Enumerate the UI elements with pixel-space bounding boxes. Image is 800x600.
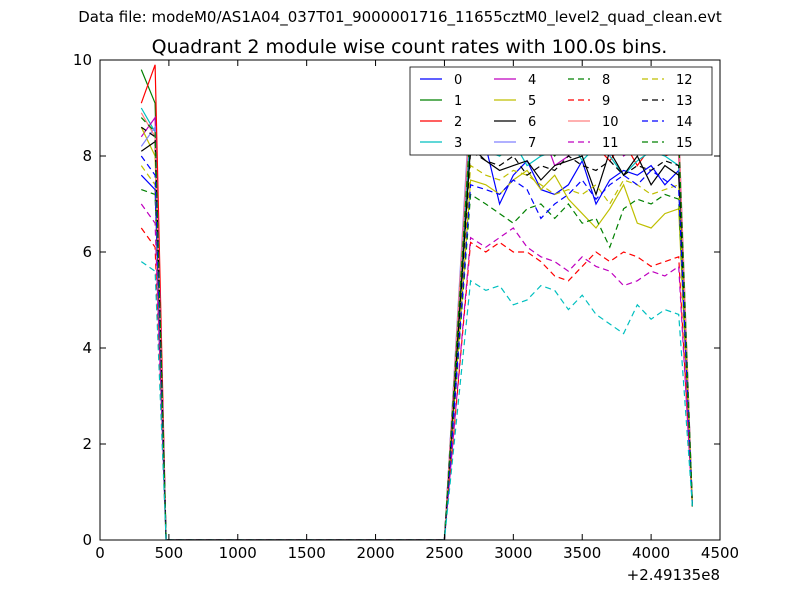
legend-label-3: 3 [454,136,462,151]
legend-label-7: 7 [528,136,536,151]
y-tick-label: 0 [82,531,92,549]
x-tick-label: 3500 [563,544,601,562]
y-tick-label: 6 [82,243,92,261]
series-line-14 [140,155,693,540]
legend-label-12: 12 [676,73,693,88]
series-line-6 [140,140,693,540]
plot-frame [99,59,721,541]
series-line-11 [140,203,693,540]
legend-label-1: 1 [454,94,462,109]
series-line-9 [140,227,693,540]
legend-label-14: 14 [676,115,693,130]
legend-label-11: 11 [602,136,619,151]
legend-label-10: 10 [602,115,619,130]
series-line-12 [140,164,693,540]
legend-label-5: 5 [528,94,536,109]
y-tick-label: 2 [82,435,92,453]
legend-label-4: 4 [528,73,536,88]
x-tick-label: 1500 [288,544,326,562]
legend-label-0: 0 [454,73,462,88]
x-tick-label: 4000 [632,544,670,562]
chart-title: Quadrant 2 module wise count rates with … [151,36,668,58]
series-line-10 [140,102,693,540]
series-line-5 [140,126,693,540]
data-file-suptitle: Data file: modeM0/AS1A04_037T01_90000017… [78,8,722,26]
legend-label-2: 2 [454,115,462,130]
y-tick-label: 4 [82,339,92,357]
x-tick-label: 3000 [494,544,532,562]
legend-label-9: 9 [602,94,610,109]
legend-label-8: 8 [602,73,610,88]
series-line-0 [140,103,693,540]
series-line-8 [141,189,693,540]
legend-box [409,66,713,156]
legend-label-13: 13 [676,94,693,109]
x-tick-label: 1000 [219,544,257,562]
series-line-cyan-dashed-low [140,261,693,540]
x-tick-label: 500 [155,544,184,562]
series-line-13 [140,126,693,540]
x-tick-label: 4500 [701,544,739,562]
x-offset-label: +2.49135e8 [627,566,720,584]
y-tick-label: 8 [82,147,92,165]
x-tick-label: 2500 [425,544,463,562]
legend-label-6: 6 [528,115,536,130]
legend-label-15: 15 [676,136,693,151]
x-tick-label: 2000 [356,544,394,562]
x-tick-label: 0 [95,544,105,562]
y-tick-label: 10 [73,51,92,69]
